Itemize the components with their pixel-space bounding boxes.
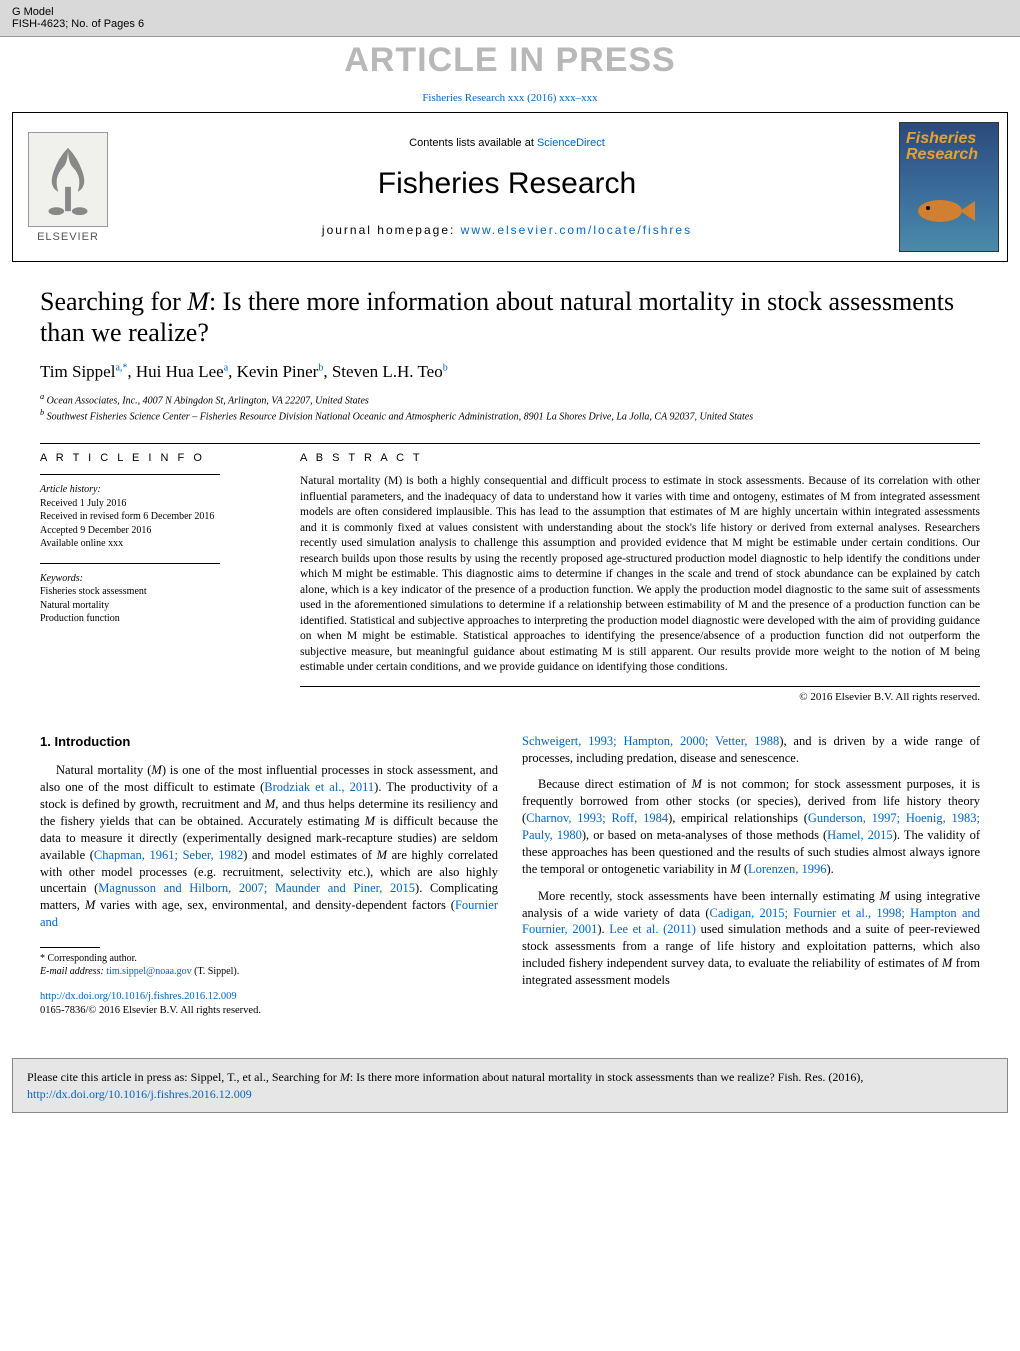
intro-para: Natural mortality (M) is one of the most… <box>40 762 498 931</box>
journal-cover: Fisheries Research <box>899 122 999 252</box>
keywords-title: Keywords: <box>40 572 270 586</box>
cover-title-2: Research <box>906 147 978 163</box>
history-line: Received in revised form 6 December 2016 <box>40 510 270 524</box>
intro-para: Because direct estimation of M is not co… <box>522 776 980 877</box>
two-column-body: 1. Introduction Natural mortality (M) is… <box>40 733 980 1019</box>
cite-box: Please cite this article in press as: Si… <box>12 1058 1008 1112</box>
history-title: Article history: <box>40 483 270 497</box>
cover-title: Fisheries Research <box>906 131 978 163</box>
homepage-line: journal homepage: www.elsevier.com/locat… <box>131 223 883 237</box>
abstract-label: A B S T R A C T <box>300 452 980 464</box>
author-1: Tim Sippel <box>40 362 115 381</box>
left-column: 1. Introduction Natural mortality (M) is… <box>40 733 498 1019</box>
email-link[interactable]: tim.sippel@noaa.gov <box>106 966 191 977</box>
author-2: Hui Hua Lee <box>136 362 224 381</box>
history-line: Received 1 July 2016 <box>40 497 270 511</box>
author-4: Steven L.H. Teo <box>332 362 443 381</box>
affiliation-a: a Ocean Associates, Inc., 4007 N Abingdo… <box>40 392 980 407</box>
author-4-affil: b <box>443 363 448 374</box>
doi-block: http://dx.doi.org/10.1016/j.fishres.2016… <box>40 990 498 1018</box>
elsevier-logo: ELSEVIER <box>13 124 123 251</box>
intro-para: Schweigert, 1993; Hampton, 2000; Vetter,… <box>522 733 980 767</box>
history-line: Available online xxx <box>40 537 270 551</box>
cite-text: Please cite this article in press as: Si… <box>27 1070 863 1084</box>
cite-url[interactable]: http://dx.doi.org/10.1016/j.fishres.2016… <box>27 1087 252 1101</box>
author-3-affil: b <box>318 363 323 374</box>
press-banner-text: ARTICLE IN PRESS <box>344 41 675 79</box>
email-label: E-mail address: <box>40 966 106 977</box>
gmodel-bar: G Model FISH-4623; No. of Pages 6 <box>0 0 1020 37</box>
gmodel-code: FISH-4623; No. of Pages 6 <box>12 18 1008 30</box>
journal-title: Fisheries Research <box>131 167 883 201</box>
author-1-affil: a,* <box>115 363 127 374</box>
sciencedirect-link[interactable]: ScienceDirect <box>537 137 605 149</box>
keyword: Natural mortality <box>40 599 270 613</box>
contents-text: Contents lists available at <box>409 137 537 149</box>
cover-fish-icon <box>910 191 980 231</box>
cover-title-1: Fisheries <box>906 131 978 147</box>
elsevier-tree-icon <box>28 132 108 227</box>
abstract-text: Natural mortality (M) is both a highly c… <box>300 474 980 687</box>
email-suffix: (T. Sippel). <box>192 966 240 977</box>
email-line: E-mail address: tim.sippel@noaa.gov (T. … <box>40 965 498 978</box>
footnote-separator <box>40 947 100 948</box>
citation-top: Fisheries Research xxx (2016) xxx–xxx <box>0 88 1020 108</box>
elsevier-name: ELSEVIER <box>21 231 115 243</box>
affiliation-b: b Southwest Fisheries Science Center – F… <box>40 408 980 423</box>
citation-top-link[interactable]: Fisheries Research xxx (2016) xxx–xxx <box>422 92 597 104</box>
info-separator-1 <box>40 474 220 475</box>
gmodel-label: G Model <box>12 6 1008 18</box>
article-history: Article history: Received 1 July 2016 Re… <box>40 483 270 551</box>
article-body: Searching for M: Is there more informati… <box>0 266 1020 1038</box>
homepage-url[interactable]: www.elsevier.com/locate/fishres <box>461 223 692 237</box>
authors: Tim Sippela,*, Hui Hua Leea, Kevin Piner… <box>40 362 980 382</box>
journal-header: ELSEVIER Contents lists available at Sci… <box>12 112 1008 262</box>
doi-url[interactable]: http://dx.doi.org/10.1016/j.fishres.2016… <box>40 990 498 1004</box>
info-label: A R T I C L E I N F O <box>40 452 270 464</box>
abstract-copyright: © 2016 Elsevier B.V. All rights reserved… <box>300 691 980 703</box>
contents-line: Contents lists available at ScienceDirec… <box>131 137 883 149</box>
header-center: Contents lists available at ScienceDirec… <box>123 129 891 245</box>
intro-para: More recently, stock assessments have be… <box>522 888 980 989</box>
issn-line: 0165-7836/© 2016 Elsevier B.V. All right… <box>40 1004 498 1018</box>
info-separator-2 <box>40 563 220 564</box>
author-2-affil: a <box>224 363 228 374</box>
history-line: Accepted 9 December 2016 <box>40 524 270 538</box>
abstract: A B S T R A C T Natural mortality (M) is… <box>300 452 980 703</box>
keywords-block: Keywords: Fisheries stock assessment Nat… <box>40 572 270 626</box>
introduction-heading: 1. Introduction <box>40 733 498 751</box>
article-title: Searching for M: Is there more informati… <box>40 286 980 348</box>
info-abstract-row: A R T I C L E I N F O Article history: R… <box>40 443 980 703</box>
corresponding-label: * Corresponding author. <box>40 952 498 965</box>
author-3: Kevin Piner <box>237 362 319 381</box>
corresponding-footnote: * Corresponding author. E-mail address: … <box>40 952 498 978</box>
keyword: Production function <box>40 612 270 626</box>
affiliations: a Ocean Associates, Inc., 4007 N Abingdo… <box>40 392 980 423</box>
keyword: Fisheries stock assessment <box>40 585 270 599</box>
press-banner: ARTICLE IN PRESS <box>0 37 1020 88</box>
article-info: A R T I C L E I N F O Article history: R… <box>40 452 270 703</box>
homepage-prefix: journal homepage: <box>322 223 461 237</box>
right-column: Schweigert, 1993; Hampton, 2000; Vetter,… <box>522 733 980 1019</box>
